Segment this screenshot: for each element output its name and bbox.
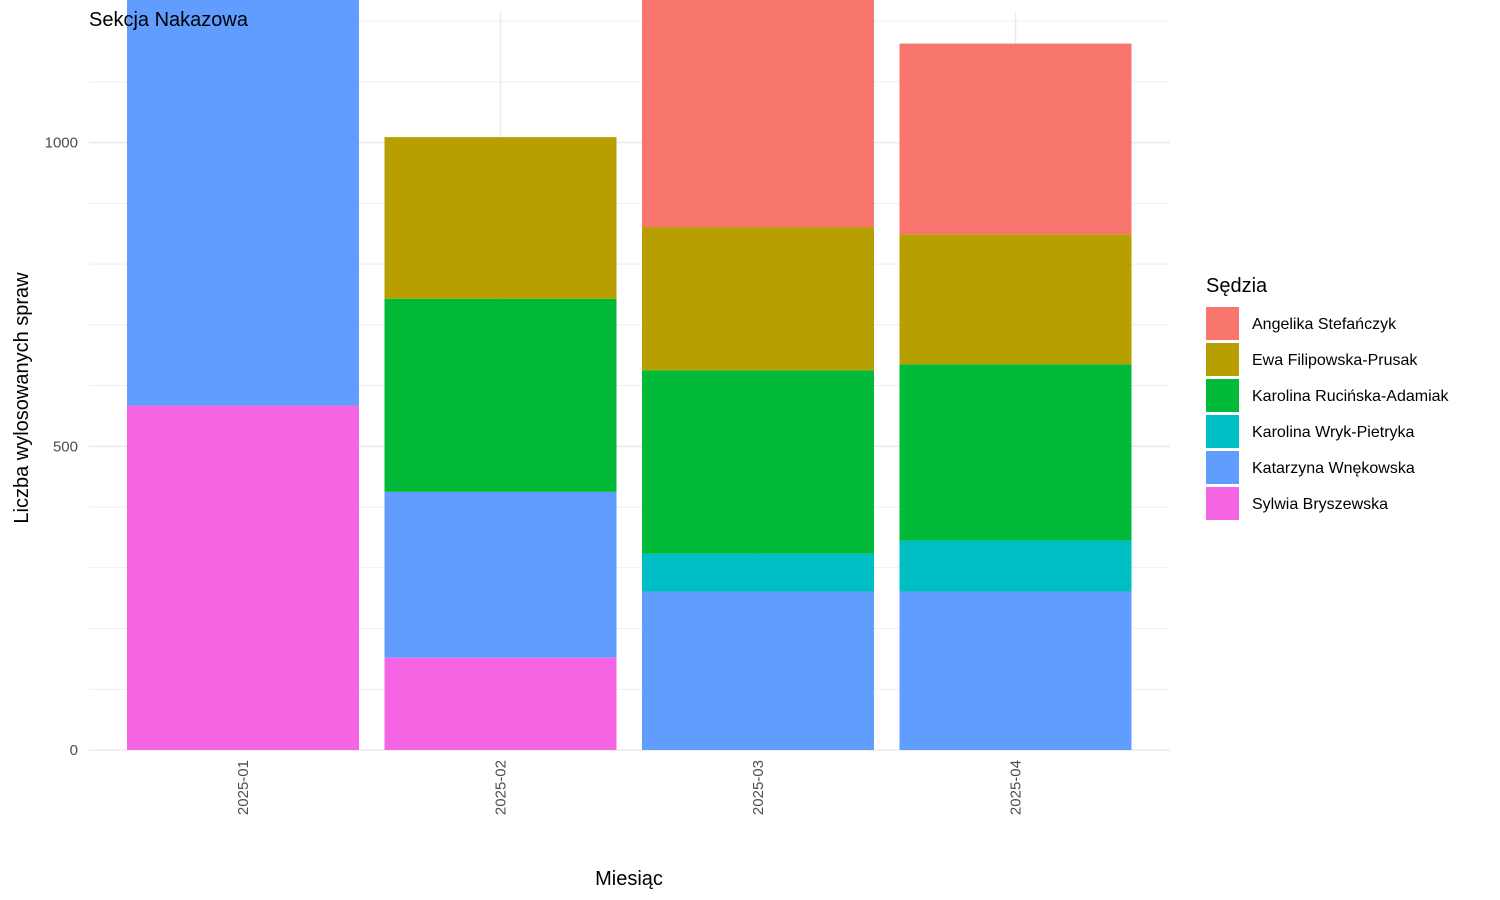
y-axis-title: Liczba wylosowanych spraw	[11, 272, 33, 524]
bar-segment	[384, 657, 617, 750]
bar-segment	[642, 0, 874, 228]
legend-swatch	[1206, 487, 1239, 520]
bar-segment	[642, 591, 874, 750]
legend: Angelika Stefańczyk Ewa Filipowska-Prusak…	[1206, 307, 1450, 520]
bar-segment	[899, 591, 1132, 750]
bars	[127, 0, 1132, 750]
legend-label: Sylwia Bryszewska	[1252, 496, 1388, 513]
bar-segment	[899, 540, 1132, 592]
legend-label: Karolina Rucińska-Adamiak	[1252, 388, 1450, 405]
bar-segment	[642, 370, 874, 554]
bar-segment	[899, 234, 1132, 365]
x-axis-ticks: 2025-01 2025-02 2025-03 2025-04	[235, 760, 1025, 815]
legend-label: Karolina Wryk-Pietryka	[1252, 424, 1415, 441]
legend-swatch	[1206, 451, 1239, 484]
x-tick-label: 2025-02	[493, 760, 510, 815]
bar-segment	[384, 491, 617, 658]
bar-segment	[127, 405, 359, 750]
x-tick-label: 2025-04	[1008, 760, 1025, 815]
legend-label: Angelika Stefańczyk	[1252, 316, 1397, 333]
chart-title: Sekcja Nakazowa	[89, 9, 249, 31]
bar-segment	[642, 553, 874, 592]
bar-segment	[384, 137, 617, 299]
legend-swatch	[1206, 307, 1239, 340]
x-tick-label: 2025-03	[750, 760, 767, 815]
legend-title: Sędzia	[1206, 275, 1268, 297]
y-tick-label: 0	[70, 742, 78, 759]
bar-segment	[899, 364, 1132, 541]
legend-label: Katarzyna Wnękowska	[1252, 460, 1415, 477]
bar-segment	[642, 227, 874, 371]
x-tick-label: 2025-01	[235, 760, 252, 815]
bar-segment	[384, 298, 617, 492]
y-tick-label: 1000	[45, 135, 78, 152]
legend-swatch	[1206, 415, 1239, 448]
y-tick-label: 500	[53, 438, 78, 455]
legend-label: Ewa Filipowska-Prusak	[1252, 352, 1418, 369]
x-axis-title: Miesiąc	[595, 868, 663, 890]
bar-segment	[899, 43, 1132, 235]
bar-segment	[127, 0, 359, 406]
legend-swatch	[1206, 379, 1239, 412]
legend-swatch	[1206, 343, 1239, 376]
y-axis-ticks: 0500100015002000	[45, 135, 78, 759]
